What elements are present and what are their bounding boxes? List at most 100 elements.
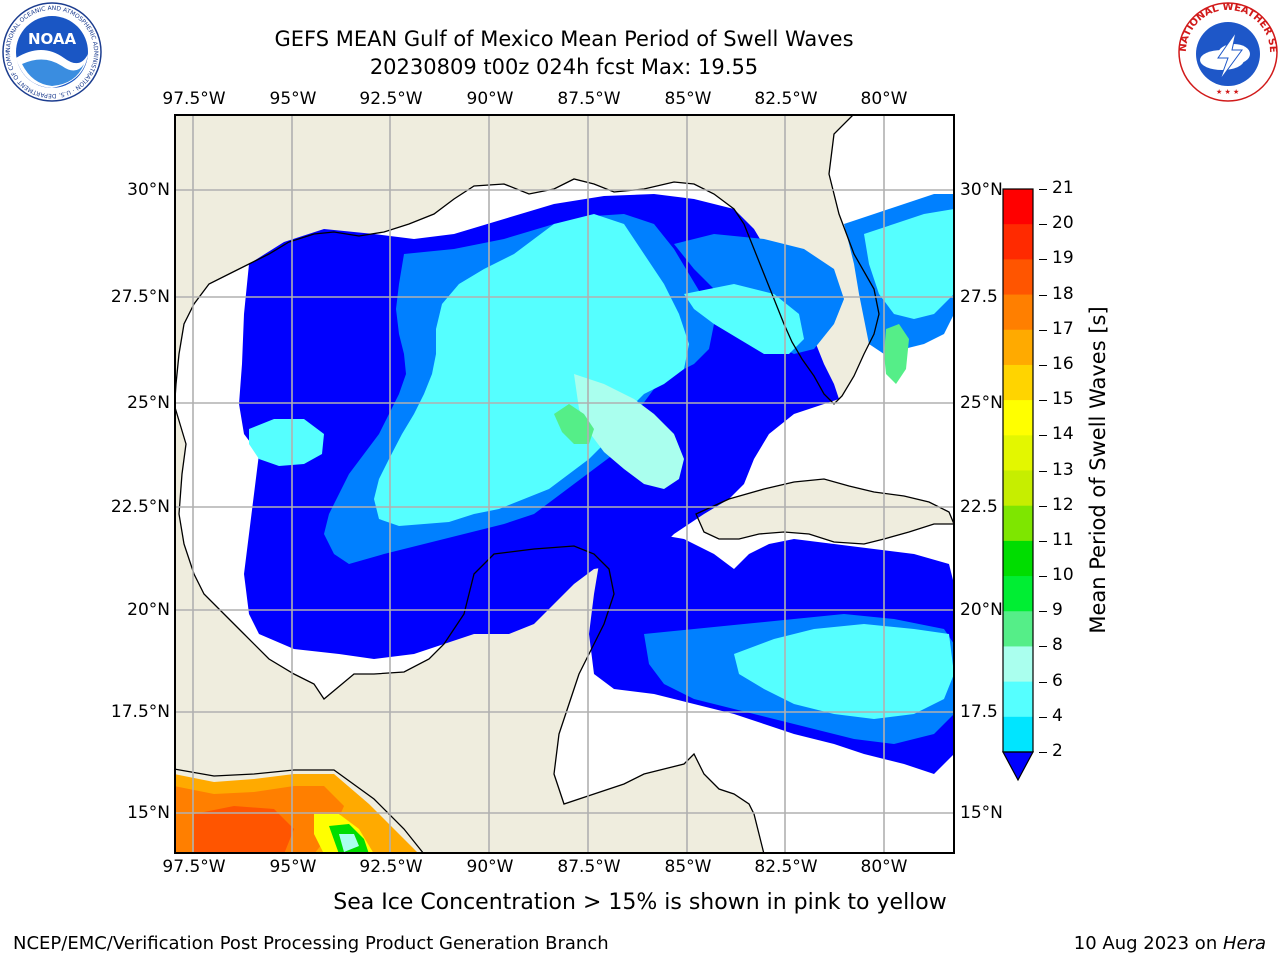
lon-label-bottom: 90°W — [466, 857, 514, 877]
colorbar-tick-mark — [1039, 681, 1047, 683]
colorbar-tick-mark — [1039, 435, 1047, 437]
colorbar-tick-mark — [1039, 364, 1047, 366]
lon-label-top: 90°W — [466, 89, 514, 109]
lon-label-bottom: 80°W — [860, 857, 908, 877]
colorbar-tick-mark — [1039, 646, 1047, 648]
colorbar-segment — [1003, 400, 1033, 436]
colorbar-segment — [1003, 259, 1033, 296]
lon-label-top: 95°W — [269, 89, 317, 109]
lon-label-bottom: 92.5°W — [359, 857, 423, 877]
colorbar-segment — [1003, 611, 1033, 647]
colorbar-tick-mark — [1039, 400, 1047, 402]
land-cuba — [696, 479, 954, 544]
map-title: GEFS MEAN Gulf of Mexico Mean Period of … — [274, 27, 854, 51]
colorbar-tick-mark — [1039, 576, 1047, 578]
lon-label-bottom: 87.5°W — [557, 857, 621, 877]
colorbar-tick-label: 16 — [1052, 353, 1074, 374]
colorbar-tick-label: 10 — [1052, 565, 1074, 586]
swell-green-regions — [554, 324, 909, 444]
colorbar-tick-mark — [1039, 224, 1047, 226]
map-subtitle: 20230809 t00z 024h fcst Max: 19.55 — [369, 55, 759, 79]
lon-label-top: 87.5°W — [557, 89, 621, 109]
lon-label-bottom: 85°W — [664, 857, 712, 877]
lon-label-top: 97.5°W — [162, 89, 226, 109]
colorbar-label: Mean Period of Swell Waves [s] — [1086, 306, 1110, 634]
colorbar-segment — [1003, 224, 1033, 260]
colorbar-segment — [1003, 470, 1033, 507]
lat-label-left: 30°N — [127, 180, 170, 200]
colorbar-tick-label: 4 — [1052, 705, 1063, 726]
colorbar-tick-label: 20 — [1052, 213, 1074, 234]
noaa-logo: NATIONAL OCEANIC AND ATMOSPHERIC ADMINIS… — [2, 2, 102, 102]
lat-label-left: 15°N — [127, 803, 170, 823]
lat-label-left: 20°N — [127, 600, 170, 620]
lat-label-right: 25°N — [960, 393, 1003, 413]
nws-logo: NATIONAL WEATHER SERVICE ★ ★ ★ — [1178, 2, 1278, 102]
lat-label-right: 30°N — [960, 180, 1003, 200]
map-graticule — [174, 114, 954, 854]
pacific-period-field — [174, 774, 419, 854]
colorbar-tick-mark — [1039, 189, 1047, 190]
footer-credit: NCEP/EMC/Verification Post Processing Pr… — [13, 933, 609, 954]
lon-label-top: 82.5°W — [754, 89, 818, 109]
colorbar-tick-label: 19 — [1052, 248, 1074, 269]
noaa-logo-text: NOAA — [28, 30, 77, 48]
colorbar-segment — [1003, 716, 1033, 753]
colorbar-tick-label: 9 — [1052, 600, 1063, 621]
colorbar-tick-label: 2 — [1052, 741, 1063, 761]
lat-label-right: 17.5 — [960, 702, 998, 722]
colorbar-tick-label: 18 — [1052, 283, 1074, 304]
footer-date-text: 10 Aug 2023 on — [1073, 933, 1223, 954]
colorbar-tick-mark — [1039, 294, 1047, 296]
colorbar-segment — [1003, 540, 1033, 577]
colorbar-segment — [1003, 294, 1033, 331]
lat-label-right: 22.5 — [960, 497, 998, 517]
lat-label-left: 22.5°N — [110, 497, 170, 517]
colorbar-segment — [1003, 681, 1033, 718]
sea-ice-caption: Sea Ice Concentration > 15% is shown in … — [0, 890, 1280, 915]
lat-label-left: 17.5°N — [110, 702, 170, 722]
colorbar-segment — [1003, 364, 1033, 401]
colorbar-segment — [1003, 189, 1033, 225]
sea-ice-caption-text: Sea Ice Concentration > 15% is shown in … — [333, 890, 947, 915]
lat-label-right: 27.5 — [960, 287, 998, 307]
footer-host: Hera — [1222, 933, 1266, 954]
colorbar-tick-label: 21 — [1052, 178, 1074, 198]
lat-label-left: 27.5°N — [110, 287, 170, 307]
colorbar-tick-mark — [1039, 716, 1047, 718]
lat-label-right: 15°N — [960, 803, 1003, 823]
colorbar-tick-label: 11 — [1052, 529, 1074, 550]
colorbar-tick-label: 15 — [1052, 389, 1074, 410]
lon-label-bottom: 95°W — [269, 857, 317, 877]
lon-label-bottom: 82.5°W — [754, 857, 818, 877]
colorbar — [1001, 188, 1035, 782]
colorbar-tick-label: 6 — [1052, 670, 1063, 691]
colorbar-segment — [1003, 505, 1033, 542]
lon-label-top: 92.5°W — [359, 89, 423, 109]
colorbar-tick-mark — [1039, 611, 1047, 613]
lat-label-left: 25°N — [127, 393, 170, 413]
colorbar-tick-label: 12 — [1052, 494, 1074, 515]
land-us-florida — [174, 114, 954, 414]
footer-date: 10 Aug 2023 on Hera — [1074, 933, 1266, 954]
colorbar-tick-mark — [1039, 505, 1047, 507]
colorbar-tick-label: 8 — [1052, 635, 1063, 656]
colorbar-tick-mark — [1039, 259, 1047, 261]
colorbar-segment — [1003, 646, 1033, 683]
lon-label-top: 85°W — [664, 89, 712, 109]
colorbar-tick-mark — [1039, 540, 1047, 542]
swell-cyan-regions — [249, 209, 954, 719]
lat-label-right: 20°N — [960, 600, 1003, 620]
lon-label-top: 80°W — [860, 89, 908, 109]
colorbar-segment — [1003, 576, 1033, 612]
colorbar-segment — [1003, 329, 1033, 366]
colorbar-tick-mark — [1039, 752, 1047, 753]
colorbar-segment — [1003, 435, 1033, 471]
colorbar-tick-mark — [1039, 470, 1047, 472]
gulf-of-mexico-map — [174, 114, 955, 854]
map-frame — [174, 114, 955, 854]
svg-text:★ ★ ★: ★ ★ ★ — [1216, 88, 1239, 96]
coastline — [174, 114, 954, 854]
colorbar-tick-label: 17 — [1052, 318, 1074, 339]
lon-label-bottom: 97.5°W — [162, 857, 226, 877]
